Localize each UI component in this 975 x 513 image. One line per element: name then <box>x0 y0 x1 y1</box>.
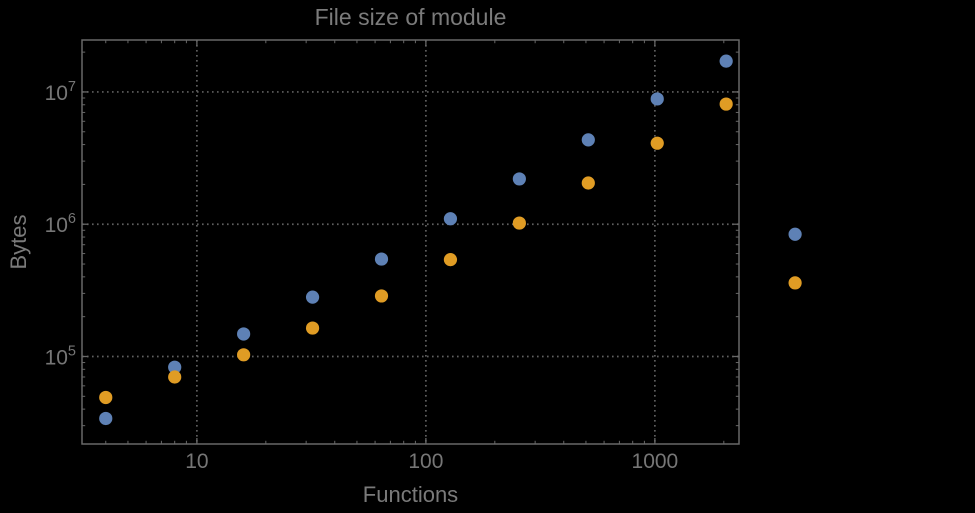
y-tick-label: 105 <box>45 343 76 369</box>
data-point-blue <box>305 290 320 304</box>
data-point-orange <box>788 276 802 290</box>
data-point-orange <box>719 97 733 111</box>
y-tick-label: 107 <box>45 79 76 105</box>
x-tick-label: 10 <box>185 450 208 473</box>
data-point-blue <box>374 252 389 266</box>
x-tick-label: 1000 <box>632 450 679 473</box>
y-axis-label: Bytes <box>6 214 31 269</box>
data-point-blue <box>443 212 458 226</box>
data-point-blue <box>719 54 733 68</box>
x-axis-label: Functions <box>362 482 459 507</box>
data-point-orange <box>305 321 320 335</box>
y-tick-label: 106 <box>45 211 76 237</box>
data-point-blue <box>788 227 802 241</box>
plot-frame <box>81 39 740 445</box>
data-point-orange <box>443 253 458 267</box>
data-point-orange <box>237 348 251 362</box>
data-point-blue <box>512 172 526 186</box>
data-point-blue <box>650 92 664 106</box>
data-point-orange <box>512 216 526 230</box>
chart-title: File size of module <box>314 4 507 30</box>
data-point-orange <box>581 176 595 190</box>
data-point-orange <box>374 289 389 303</box>
data-point-orange <box>168 370 182 384</box>
data-point-blue <box>581 133 595 147</box>
data-point-blue <box>168 360 182 374</box>
data-point-blue <box>237 327 251 341</box>
data-point-blue <box>99 411 113 426</box>
data-point-orange <box>650 136 664 150</box>
x-tick-label: 100 <box>408 450 443 473</box>
data-point-orange <box>99 390 113 405</box>
